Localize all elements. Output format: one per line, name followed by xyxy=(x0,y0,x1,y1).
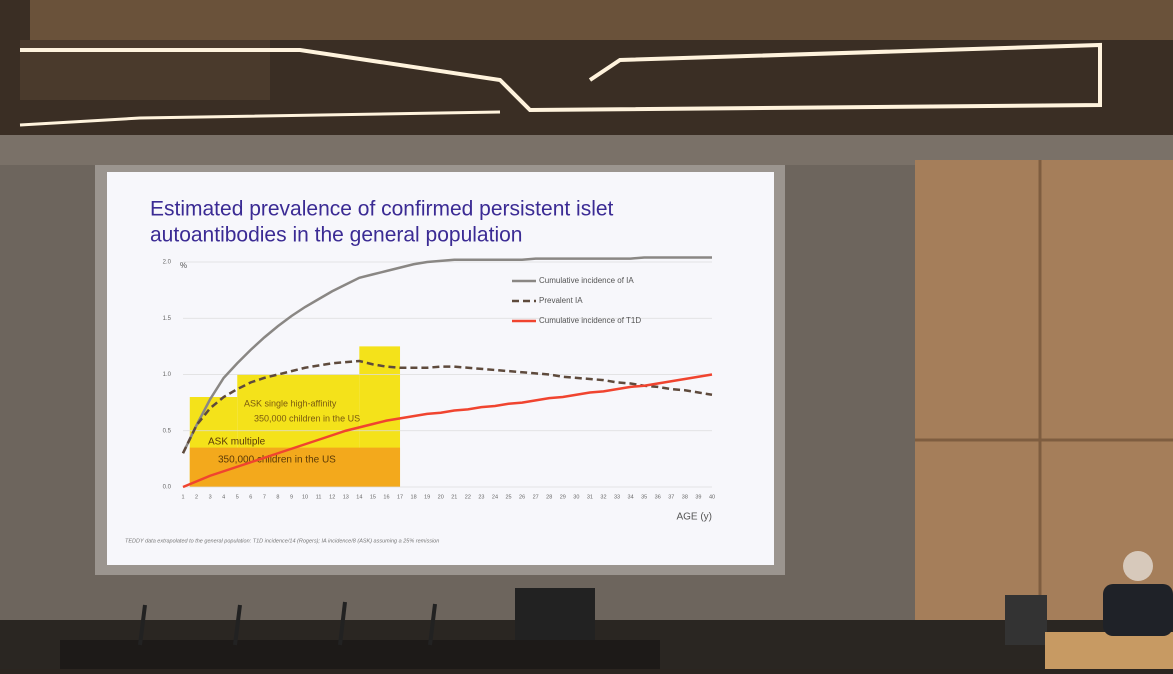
x-tick-label: 26 xyxy=(519,494,525,500)
x-tick-label: 8 xyxy=(276,494,279,500)
shaded-region xyxy=(190,448,400,487)
x-tick-label: 29 xyxy=(560,494,566,500)
y-tick-label: 0.0 xyxy=(163,485,172,491)
scene: Estimated prevalence of confirmed persis… xyxy=(0,0,1173,669)
x-tick-label: 15 xyxy=(370,494,376,500)
chart-title: Estimated prevalence of confirmed persis… xyxy=(150,198,614,221)
x-tick-label: 13 xyxy=(343,494,349,500)
y-axis-label: % xyxy=(180,261,187,270)
y-tick-label: 1.5 xyxy=(163,316,172,322)
x-tick-label: 14 xyxy=(356,494,362,500)
x-tick-label: 31 xyxy=(587,494,593,500)
x-tick-label: 21 xyxy=(451,494,457,500)
x-tick-label: 37 xyxy=(668,494,674,500)
monitor xyxy=(515,588,595,640)
y-tick-label: 1.0 xyxy=(163,372,172,378)
x-tick-label: 39 xyxy=(695,494,701,500)
x-tick-label: 35 xyxy=(641,494,647,500)
ceiling-slats xyxy=(30,0,1173,40)
annotation: 350,000 children in the US xyxy=(254,413,360,423)
x-tick-label: 28 xyxy=(546,494,552,500)
x-tick-label: 9 xyxy=(290,494,293,500)
annotation: 350,000 children in the US xyxy=(218,455,336,466)
y-tick-label: 0.5 xyxy=(163,428,172,434)
podium xyxy=(1045,632,1173,669)
footnote: TEDDY data extrapolated to the general p… xyxy=(125,538,439,544)
x-tick-label: 25 xyxy=(505,494,511,500)
x-tick-label: 2 xyxy=(195,494,198,500)
x-tick-label: 32 xyxy=(600,494,606,500)
x-tick-label: 5 xyxy=(236,494,239,500)
x-tick-label: 27 xyxy=(533,494,539,500)
x-tick-label: 18 xyxy=(411,494,417,500)
x-tick-label: 36 xyxy=(655,494,661,500)
x-tick-label: 33 xyxy=(614,494,620,500)
annotation: ASK multiple xyxy=(208,437,266,448)
legend-label: Cumulative incidence of T1D xyxy=(539,316,641,325)
x-tick-label: 1 xyxy=(181,494,184,500)
x-tick-label: 40 xyxy=(709,494,715,500)
x-tick-label: 23 xyxy=(478,494,484,500)
x-tick-label: 34 xyxy=(628,494,634,500)
x-tick-label: 7 xyxy=(263,494,266,500)
page: Estimated prevalence of confirmed persis… xyxy=(0,0,1173,669)
x-tick-label: 19 xyxy=(424,494,430,500)
x-tick-label: 22 xyxy=(465,494,471,500)
x-tick-label: 6 xyxy=(249,494,252,500)
table xyxy=(60,640,660,669)
x-tick-label: 11 xyxy=(316,494,322,500)
x-tick-label: 17 xyxy=(397,494,403,500)
legend-label: Prevalent IA xyxy=(539,296,583,305)
chart-title: autoantibodies in the general population xyxy=(150,224,522,247)
x-tick-label: 12 xyxy=(329,494,335,500)
y-tick-label: 2.0 xyxy=(163,260,172,266)
speaker-head xyxy=(1123,551,1153,581)
monitor xyxy=(1005,595,1047,645)
x-tick-label: 16 xyxy=(383,494,389,500)
x-tick-label: 38 xyxy=(682,494,688,500)
x-tick-label: 24 xyxy=(492,494,498,500)
x-tick-label: 3 xyxy=(209,494,212,500)
x-tick-label: 10 xyxy=(302,494,308,500)
legend-label: Cumulative incidence of IA xyxy=(539,276,634,285)
x-axis-label: AGE (y) xyxy=(676,512,712,523)
annotation: ASK single high-affinity xyxy=(244,398,337,408)
x-tick-label: 4 xyxy=(222,494,225,500)
x-tick-label: 20 xyxy=(438,494,444,500)
speaker-body xyxy=(1103,584,1173,636)
x-tick-label: 30 xyxy=(573,494,579,500)
